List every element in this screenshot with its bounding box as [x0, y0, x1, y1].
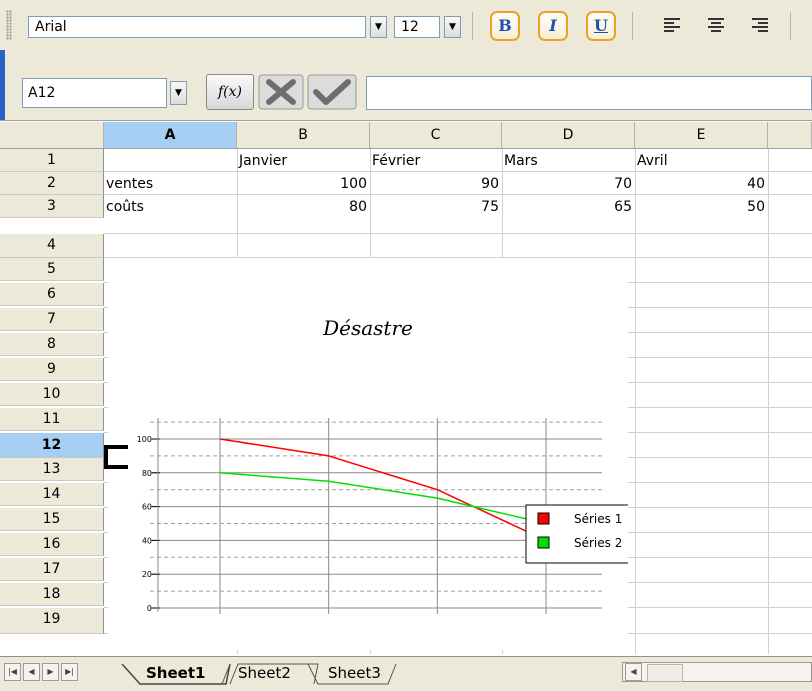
align-center-icon[interactable] [704, 14, 728, 38]
grid-line [104, 194, 812, 195]
legend-label: Séries 2 [574, 536, 622, 550]
column-header-c[interactable]: C [370, 122, 502, 149]
row-header-9[interactable]: 9 [0, 358, 104, 381]
window-edge [0, 50, 5, 120]
grid-line [768, 149, 769, 654]
cell-e2[interactable]: 40 [747, 176, 765, 192]
scroll-thumb[interactable] [647, 664, 683, 682]
font-dropdown-button[interactable]: ▼ [370, 16, 387, 38]
column-header-e[interactable]: E [635, 122, 768, 149]
underline-button[interactable]: U [586, 11, 616, 41]
formatting-toolbar: Arial ▼ 12 ▼ B I U [0, 0, 812, 51]
grid-line [635, 149, 636, 654]
triangle-down-icon: ▼ [375, 22, 382, 32]
triangle-down-icon: ▼ [449, 22, 456, 32]
grid-line [104, 233, 812, 234]
italic-button[interactable]: I [538, 11, 568, 41]
x-mark-icon[interactable] [258, 74, 304, 110]
tab-sheet2[interactable]: Sheet2 [238, 664, 291, 682]
row-header-6[interactable]: 6 [0, 283, 104, 306]
row-header-15[interactable]: 15 [0, 508, 104, 531]
grid-line [104, 171, 812, 172]
tab-sheet3[interactable]: Sheet3 [328, 664, 381, 682]
cell-d2[interactable]: 70 [614, 176, 632, 192]
toolbar-separator [472, 12, 473, 40]
scroll-left-icon[interactable]: ◀ [625, 663, 642, 681]
chart-title: Désastre [323, 316, 413, 340]
font-size-input[interactable]: 12 [394, 16, 440, 38]
prev-sheet-icon[interactable]: ◀ [23, 663, 40, 681]
line-chart: 0 20 40 60 80 100 Séries 1 Séries 2 [137, 418, 628, 614]
sheet-tab-outline [121, 663, 397, 685]
column-header-b[interactable]: B [237, 122, 370, 149]
formula-input[interactable] [366, 76, 812, 110]
row-header-13[interactable]: 13 [0, 458, 104, 481]
y-tick-label: 80 [142, 469, 152, 478]
column-header-a[interactable]: A [104, 122, 237, 149]
row-header-8[interactable]: 8 [0, 333, 104, 356]
cell-c3[interactable]: 75 [481, 199, 499, 215]
formula-actions [258, 74, 357, 110]
row-header-16[interactable]: 16 [0, 533, 104, 556]
next-sheet-icon[interactable]: ▶ [42, 663, 59, 681]
cell-reference-box[interactable]: A12 [22, 78, 167, 108]
row-header-11[interactable]: 11 [0, 408, 104, 431]
row-header-18[interactable]: 18 [0, 583, 104, 606]
column-header-d[interactable]: D [502, 122, 635, 149]
y-tick-label: 20 [142, 570, 152, 579]
cell-reference-dropdown-button[interactable]: ▼ [170, 81, 187, 105]
first-sheet-icon[interactable]: |◀ [4, 663, 21, 681]
series-line-2 [219, 472, 547, 525]
toolbar-separator [632, 12, 633, 40]
y-tick-label: 100 [137, 435, 152, 444]
cell-a3[interactable]: coûts [106, 199, 144, 215]
check-mark-icon[interactable] [307, 74, 357, 110]
select-all-corner[interactable] [0, 122, 104, 149]
cell-e1[interactable]: Avril [637, 153, 668, 169]
embedded-chart[interactable]: Désastre 0 20 40 60 80 100 Séries 1 Séries 2 [108, 258, 628, 650]
last-sheet-icon[interactable]: ▶| [61, 663, 78, 681]
legend-label: Séries 1 [574, 512, 622, 526]
cell-a2[interactable]: ventes [106, 176, 154, 192]
y-tick-label: 60 [142, 503, 152, 512]
tab-sheet1[interactable]: Sheet1 [146, 664, 206, 682]
row-header-5[interactable]: 5 [0, 258, 104, 281]
toolbar-grip-icon[interactable] [6, 10, 12, 40]
row-header-12[interactable]: 12 [0, 433, 104, 458]
cell-d3[interactable]: 65 [614, 199, 632, 215]
column-header-f[interactable] [768, 122, 812, 149]
cell-b1[interactable]: Janvier [239, 153, 288, 169]
row-header-10[interactable]: 10 [0, 383, 104, 406]
align-left-icon[interactable] [660, 14, 684, 38]
row-header-4[interactable]: 4 [0, 234, 104, 258]
bold-button[interactable]: B [490, 11, 520, 41]
grid-line [104, 257, 812, 258]
row-header-3[interactable]: 3 [0, 195, 104, 218]
row-header-1[interactable]: 1 [0, 149, 104, 172]
legend-swatch [537, 512, 550, 525]
y-tick-label: 40 [142, 536, 152, 545]
cell-c1[interactable]: Février [372, 153, 421, 169]
cell-b3[interactable]: 80 [349, 199, 367, 215]
horizontal-scrollbar[interactable]: ◀ [622, 662, 812, 682]
align-right-icon[interactable] [748, 14, 772, 38]
y-tick-label: 0 [147, 604, 152, 613]
row-header-14[interactable]: 14 [0, 483, 104, 506]
row-header-7[interactable]: 7 [0, 308, 104, 331]
row-header-2[interactable]: 2 [0, 172, 104, 195]
triangle-down-icon: ▼ [175, 88, 182, 98]
cell-b2[interactable]: 100 [340, 176, 367, 192]
toolbar-separator [790, 12, 791, 40]
function-wizard-button[interactable]: f(x) [206, 74, 254, 110]
selected-cell-marker [104, 445, 128, 469]
font-name-input[interactable]: Arial [28, 16, 366, 38]
series-line-1 [219, 438, 547, 542]
cell-e3[interactable]: 50 [747, 199, 765, 215]
font-size-dropdown-button[interactable]: ▼ [444, 16, 461, 38]
cell-c2[interactable]: 90 [481, 176, 499, 192]
legend-swatch [537, 536, 550, 549]
row-header-19[interactable]: 19 [0, 608, 104, 634]
cell-d1[interactable]: Mars [504, 153, 538, 169]
row-header-17[interactable]: 17 [0, 558, 104, 581]
